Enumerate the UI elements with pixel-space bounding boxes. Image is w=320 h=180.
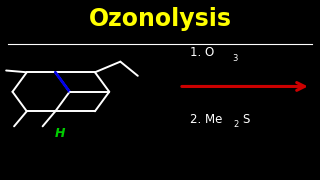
Text: 2. Me: 2. Me <box>190 113 222 126</box>
Text: 1. O: 1. O <box>190 46 214 59</box>
Text: 2: 2 <box>234 120 239 129</box>
Text: 3: 3 <box>232 54 238 63</box>
Text: Ozonolysis: Ozonolysis <box>89 7 231 31</box>
Text: S: S <box>242 113 249 126</box>
Text: H: H <box>55 127 65 140</box>
